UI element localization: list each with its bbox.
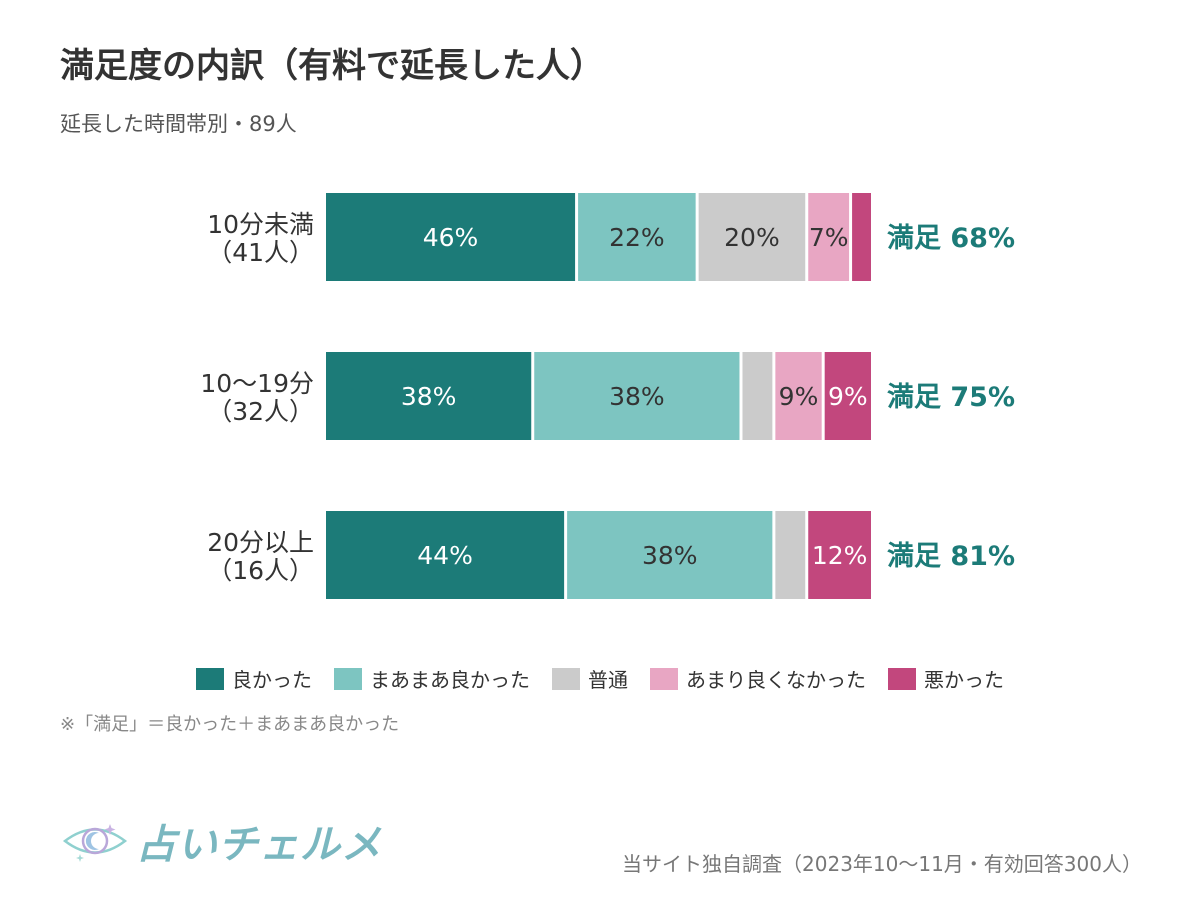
legend-item: まあまあ良かった (334, 664, 530, 693)
chart-subtitle: 延長した時間帯別・89人 (60, 112, 297, 136)
category-label: 10〜19分（32人） (200, 369, 314, 426)
bar-segment (567, 511, 773, 599)
source-note: 当サイト独自調査（2023年10〜11月・有効回答300人） (622, 852, 1142, 876)
legend-label: 良かった (232, 668, 312, 692)
legend-item: 良かった (196, 664, 312, 693)
legend-label: 普通 (588, 668, 628, 692)
bar-segment (775, 511, 806, 599)
data-label: 22% (609, 223, 665, 252)
bar-segment (534, 352, 740, 440)
data-label: 9% (779, 382, 819, 411)
legend-item: 悪かった (888, 664, 1004, 693)
legend-swatch (552, 667, 580, 690)
data-label: 7% (809, 223, 849, 252)
data-label: 38% (609, 382, 665, 411)
data-label: 44% (417, 541, 473, 570)
data-label: 46% (423, 223, 479, 252)
data-label: 20% (724, 223, 780, 252)
stacked-bar-chart: 10分未満（41人） 46% 22% 20% 7% 満足 68% 10〜19分（32人） 38… (200, 193, 1015, 599)
logo-text: 占いチェルメ (136, 821, 382, 868)
eye-moon-logo-icon (62, 824, 128, 862)
category-label: 10分未満（41人） (207, 210, 314, 267)
bar-segment (698, 193, 806, 281)
legend-swatch (650, 667, 678, 690)
bar-segment (808, 511, 871, 599)
legend-item: あまり良くなかった (650, 664, 866, 693)
bar-segment (578, 193, 696, 281)
bar-segment (775, 352, 822, 440)
satisfaction-total: 満足 75% (887, 382, 1015, 413)
bar-segment (326, 352, 532, 440)
legend-swatch (196, 667, 224, 690)
satisfaction-total: 満足 68% (887, 223, 1015, 254)
category-label: 20分以上（16人） (207, 528, 314, 585)
legend-swatch (334, 667, 362, 690)
data-label: 12% (812, 541, 868, 570)
bar-segment (326, 511, 565, 599)
site-logo: 占いチェルメ (62, 812, 382, 870)
bar-segment (326, 193, 576, 281)
legend-label: あまり良くなかった (686, 668, 866, 692)
legend-label: 悪かった (924, 668, 1004, 692)
data-label: 38% (401, 382, 457, 411)
footnote: ※「満足」＝良かった＋まあまあ良かった (60, 714, 400, 735)
bar-segment (742, 352, 773, 440)
satisfaction-total: 満足 81% (887, 541, 1015, 572)
bar-segment (852, 193, 871, 281)
chart-title: 満足度の内訳（有料で延長した人） (60, 46, 604, 86)
bar-segment (824, 352, 871, 440)
bar-segment (808, 193, 850, 281)
data-label: 9% (828, 382, 868, 411)
legend-swatch (888, 667, 916, 690)
legend: 良かった まあまあ良かった 普通 あまり良くなかった 悪かった (0, 664, 1200, 693)
data-label: 38% (642, 541, 698, 570)
legend-label: まあまあ良かった (370, 668, 530, 692)
legend-item: 普通 (552, 664, 628, 693)
